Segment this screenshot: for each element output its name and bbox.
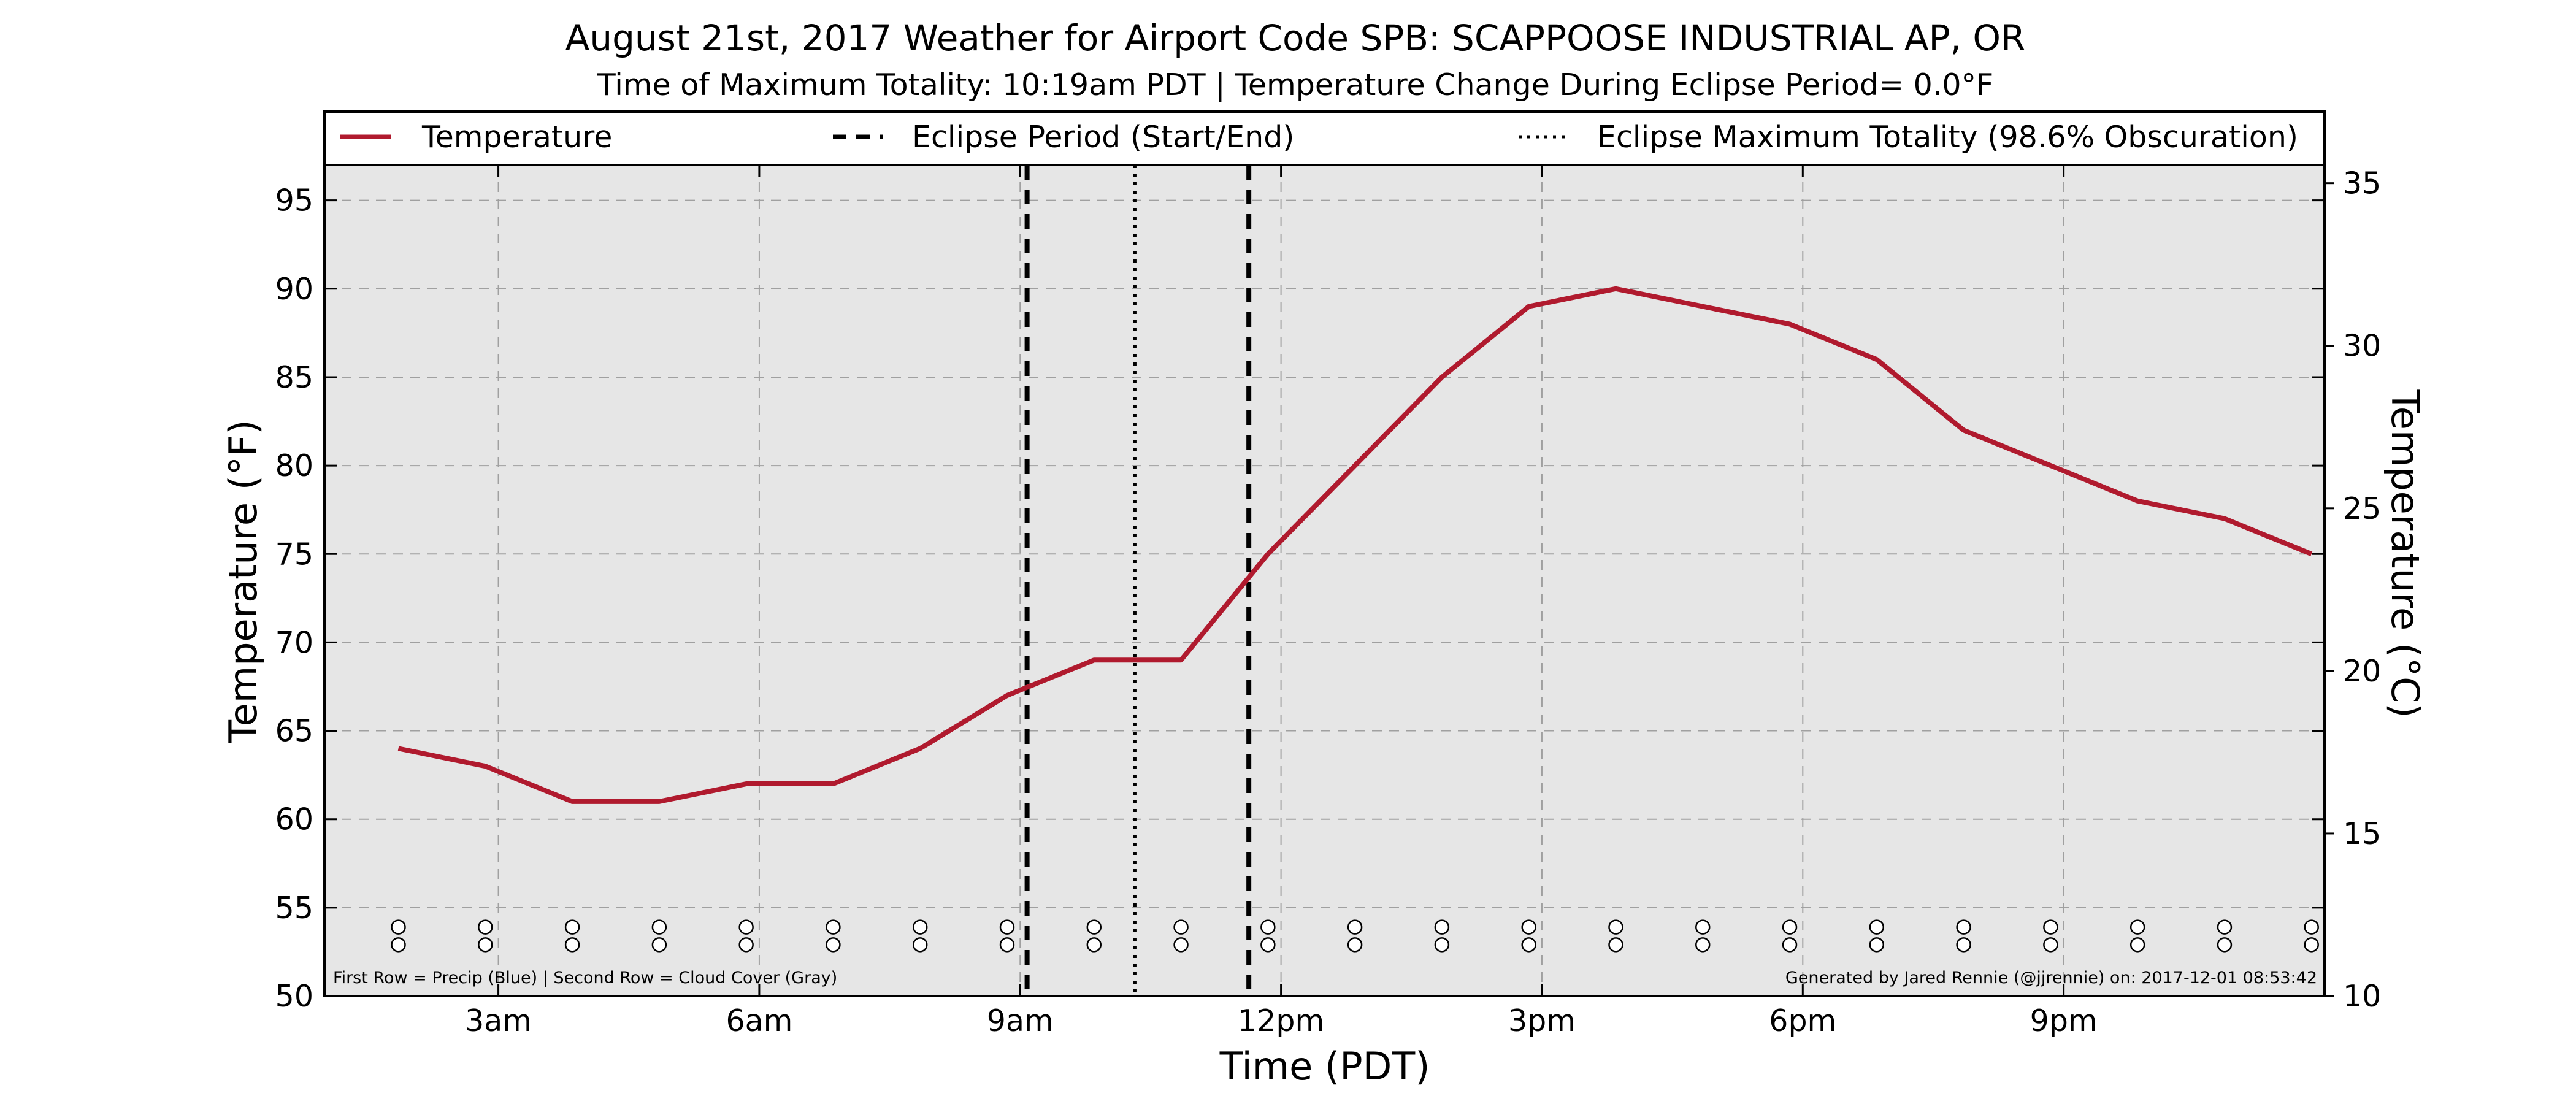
y-tick-label: 60 [275,802,313,837]
precip-symbol [1695,919,1711,935]
footnote-right: Generated by Jared Rennie (@jjrennie) on… [1785,968,2317,987]
cloud-cover-symbol [738,937,754,953]
cloud-cover-symbol [651,937,667,953]
x-axis-title: Time (PDT) [1219,1044,1430,1089]
cloud-cover-symbol [2217,937,2233,953]
cloud-cover-symbol [2129,937,2145,953]
precip-symbol [1434,919,1450,935]
x-tick-label: 12pm [1238,1003,1324,1038]
grid-lines [324,165,2325,996]
precip-symbol [391,919,406,935]
legend-label-eclipse-period: Eclipse Period (Start/End) [912,120,1294,155]
precip-symbol [1869,919,1885,935]
legend-box: Temperature Eclipse Period (Start/End) E… [323,110,2326,166]
precip-symbol [1260,919,1276,935]
cloud-cover-symbol [564,937,580,953]
precip-symbol [1608,919,1623,935]
y-tick-label: 85 [275,360,313,395]
footnote-left: First Row = Precip (Blue) | Second Row =… [333,968,837,987]
y-tick-label: 80 [275,448,313,483]
x-axis: 3am 6am 9am 12pm 3pm 6pm 9pm [465,165,2098,1038]
y-tick-label-right: 25 [2343,491,2381,526]
legend-label-temperature: Temperature [421,120,612,155]
y-axis-title-left: Temperature (°F) [221,420,266,743]
condition-symbols [391,919,2319,953]
y-tick-label: 75 [275,537,313,572]
precip-symbol [564,919,580,935]
cloud-cover-symbol [1521,937,1536,953]
temperature-line [397,286,2313,804]
eclipse-markers [1024,165,1252,996]
chart-subtitle: Time of Maximum Totality: 10:19am PDT | … [597,67,1993,102]
precip-symbol [826,919,841,935]
y-tick-label: 90 [275,272,313,307]
plot-background [324,165,2325,996]
x-tick-label: 6pm [1769,1003,1836,1038]
y-axis-left: 50 55 60 65 70 75 80 85 90 95 [275,183,2325,1014]
y-tick-label: 65 [275,714,313,749]
y-tick-label-right: 10 [2343,979,2381,1014]
y-tick-label: 55 [275,891,313,926]
cloud-cover-symbol [1608,937,1623,953]
cloud-cover-symbol [1956,937,1971,953]
precip-symbol [478,919,493,935]
cloud-cover-symbol [478,937,493,953]
cloud-cover-symbol [2043,937,2058,953]
y-tick-label-right: 30 [2343,329,2381,364]
plot-area [323,164,2326,997]
y-axis-title-right: Temperature (°C) [2383,389,2428,718]
cloud-cover-symbol [912,937,928,953]
y-axis-right: 10 15 20 25 30 35 [2325,166,2381,1014]
cloud-cover-symbol [1086,937,1102,953]
cloud-cover-symbol [1173,937,1189,953]
cloud-cover-symbol [1260,937,1276,953]
cloud-cover-symbol [999,937,1015,953]
precip-symbol [738,919,754,935]
x-tick-label: 9am [987,1003,1054,1038]
precip-symbol [1782,919,1798,935]
y-tick-label-right: 20 [2343,654,2381,689]
y-tick-label: 95 [275,183,313,218]
precip-symbol [1956,919,1971,935]
precip-symbol [2217,919,2233,935]
cloud-cover-symbol [1869,937,1885,953]
cloud-cover-symbol [1434,937,1450,953]
cloud-cover-symbol [1782,937,1798,953]
precip-symbol [651,919,667,935]
cloud-cover-symbol [826,937,841,953]
temperature-series [397,286,2313,804]
cloud-cover-symbol [1347,937,1363,953]
precip-symbol [2129,919,2145,935]
cloud-cover-symbol [2304,937,2319,953]
x-tick-label: 3pm [1508,1003,1576,1038]
chart-title: August 21st, 2017 Weather for Airport Co… [565,17,2026,59]
x-tick-label: 3am [465,1003,532,1038]
precip-symbol [1347,919,1363,935]
y-tick-label: 70 [275,625,313,660]
y-tick-label-right: 35 [2343,166,2381,201]
cloud-cover-symbol [1695,937,1711,953]
legend-frame [323,110,2326,166]
precip-symbol [2043,919,2058,935]
y-tick-label: 50 [275,979,313,1014]
x-tick-label: 9pm [2030,1003,2098,1038]
cloud-cover-symbol [391,937,406,953]
precip-symbol [1086,919,1102,935]
precip-symbol [1521,919,1536,935]
y-tick-label-right: 15 [2343,816,2381,851]
precip-symbol [912,919,928,935]
legend-label-eclipse-max: Eclipse Maximum Totality (98.6% Obscurat… [1597,120,2298,155]
x-tick-label: 6am [726,1003,792,1038]
precip-symbol [999,919,1015,935]
precip-symbol [1173,919,1189,935]
precip-symbol [2304,919,2319,935]
